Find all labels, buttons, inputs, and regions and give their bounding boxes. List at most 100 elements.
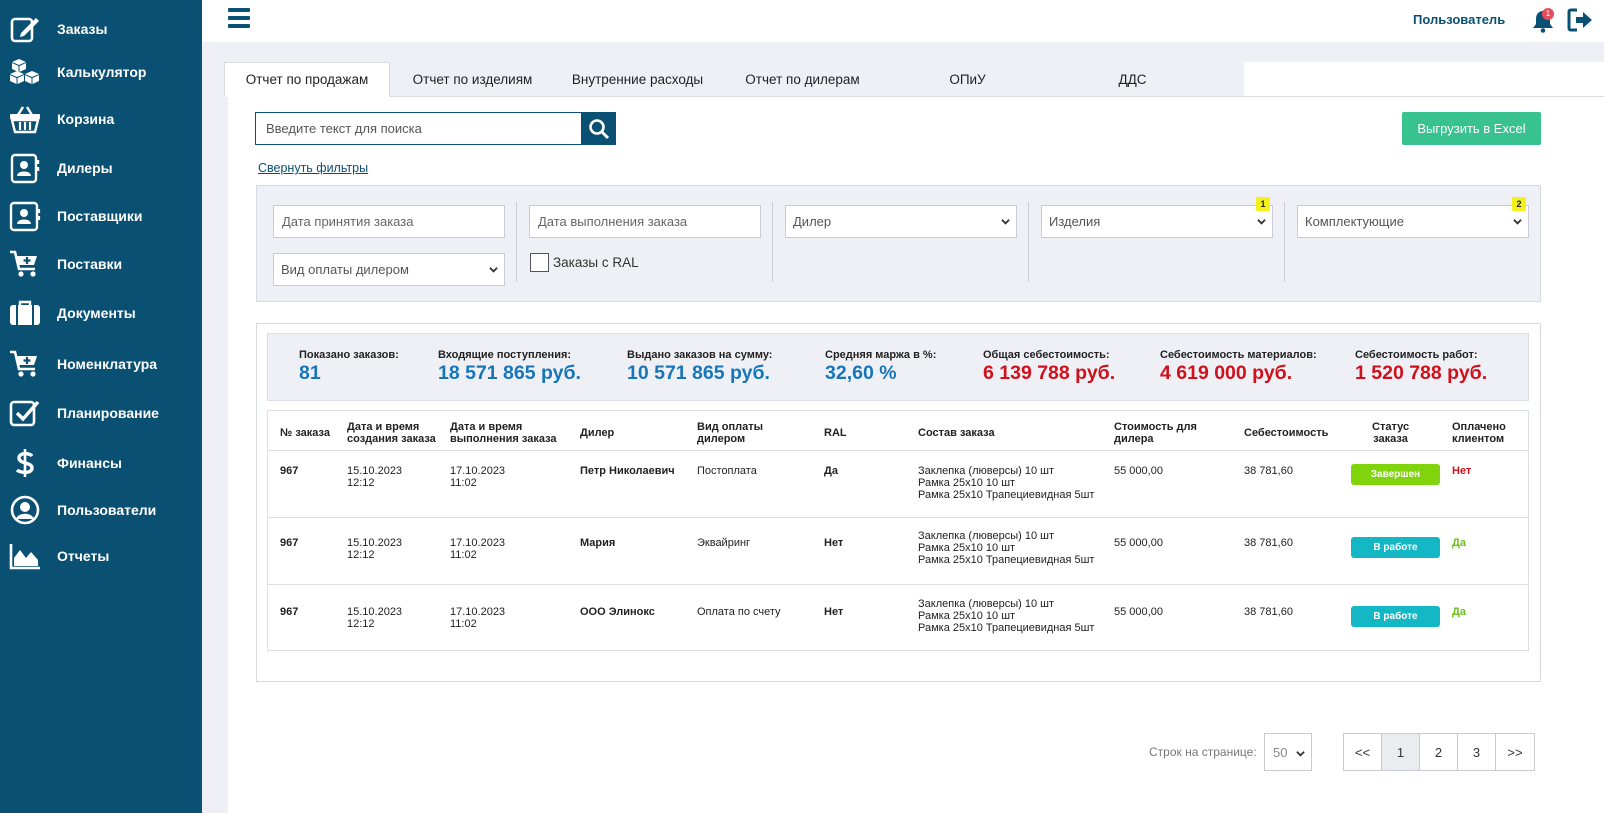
sidebar-item-label: Отчеты [57, 548, 110, 564]
tab-cash-flow[interactable]: ДДС [1118, 72, 1147, 87]
order-composition: Заклепка (люверсы) 10 шт Рамка 25х10 10 ш… [918, 598, 1095, 634]
sidebar-item-planning[interactable]: Планирование [0, 393, 202, 433]
stat-title: Входящие поступления: [438, 349, 572, 361]
column-header: RAL [824, 427, 847, 439]
cost-value: 38 781,60 [1244, 465, 1293, 477]
sidebar-item-finance[interactable]: Финансы [0, 443, 202, 483]
rows-per-page-label: Строк на странице: [1149, 745, 1257, 759]
ral-orders-checkbox[interactable] [530, 253, 549, 272]
tab-pnl[interactable]: ОПиУ [949, 72, 986, 87]
cart-plus-icon [8, 347, 42, 381]
report-tabs: Отчет по продажам Отчет по изделиям Внут… [224, 62, 1604, 97]
logout-icon[interactable] [1566, 6, 1594, 34]
tab-internal-expenses[interactable]: Внутренние расходы [571, 72, 704, 87]
sidebar-item-deliveries[interactable]: Поставки [0, 244, 202, 284]
stat-value: 32,60 % [825, 362, 897, 384]
sidebar-item-label: Корзина [57, 111, 115, 127]
sidebar-item-label: Номенклатура [57, 356, 158, 372]
stat-title: Показано заказов: [299, 349, 399, 361]
area-chart-icon [8, 539, 42, 573]
products-filter-badge: 1 [1256, 197, 1270, 211]
sidebar-item-label: Пользователи [57, 502, 157, 518]
main-panel: Отчет по продажам Отчет по изделиям Внут… [224, 62, 1604, 813]
chevron-down-icon [1001, 219, 1010, 225]
components-select[interactable]: Комплектующие [1297, 205, 1529, 238]
ral-value: Нет [824, 537, 844, 549]
edit-icon [8, 12, 42, 46]
dealer-price: 55 000,00 [1114, 465, 1163, 477]
report-block: Показано заказов: 81 Входящие поступлени… [256, 323, 1541, 682]
sidebar-item-orders[interactable]: Заказы [0, 9, 202, 49]
page-2-button[interactable]: 2 [1420, 734, 1458, 770]
page-last-button[interactable]: >> [1496, 734, 1534, 770]
order-number: 967 [280, 537, 299, 549]
products-select[interactable]: Изделия [1041, 205, 1273, 238]
tab-products-report[interactable]: Отчет по изделиям [412, 72, 533, 87]
tab-dealers-report[interactable]: Отчет по дилерам [745, 72, 860, 87]
order-composition: Заклепка (люверсы) 10 шт Рамка 25х10 10 ш… [918, 530, 1095, 566]
search-icon [588, 118, 609, 139]
id-card-icon [8, 199, 42, 233]
dealer-select[interactable]: Дилер [785, 205, 1017, 238]
stat-title: Себестоимость материалов: [1160, 349, 1317, 361]
status-badge[interactable]: Завершен [1351, 464, 1440, 485]
tab-sales-report[interactable]: Отчет по продажам [224, 62, 390, 97]
order-date-input[interactable]: Дата принятия заказа [273, 205, 505, 238]
payment-type: Эквайринг [697, 537, 751, 549]
orders-table: № заказа Дата и время создания заказа Дат… [267, 410, 1529, 651]
dealer-select-label: Дилер [793, 214, 832, 229]
column-header: № заказа [280, 427, 330, 439]
column-header: Оплачено клиентом [1452, 421, 1506, 445]
order-number: 967 [280, 606, 299, 618]
rows-per-page-select[interactable]: 50 [1264, 733, 1312, 771]
created-datetime: 15.10.2023 12:12 [347, 465, 403, 489]
sidebar-item-reports[interactable]: Отчеты [0, 536, 202, 576]
summary-stats: Показано заказов: 81 Входящие поступлени… [267, 333, 1529, 401]
sidebar-item-nomenclature[interactable]: Номенклатура [0, 344, 202, 384]
page-3-button[interactable]: 3 [1458, 734, 1496, 770]
search-button[interactable] [581, 112, 616, 145]
column-header: Вид оплаты дилером [697, 421, 763, 445]
components-filter-badge: 2 [1512, 197, 1526, 211]
export-excel-button[interactable]: Выгрузить в Excel [1402, 112, 1541, 145]
column-header: Стоимость для дилера [1114, 421, 1197, 445]
page-first-button[interactable]: << [1344, 734, 1382, 770]
paid-value: Нет [1452, 465, 1472, 477]
chevron-down-icon [489, 267, 498, 273]
paid-value: Да [1452, 537, 1466, 549]
sidebar-item-suppliers[interactable]: Поставщики [0, 196, 202, 236]
stat-value: 10 571 865 руб. [627, 362, 770, 384]
created-datetime: 15.10.2023 12:12 [347, 606, 403, 630]
dealer-price: 55 000,00 [1114, 537, 1163, 549]
stat-value: 6 139 788 руб. [983, 362, 1116, 384]
checkbox-icon [8, 396, 42, 430]
collapse-filters-link[interactable]: Свернуть фильтры [258, 161, 369, 175]
status-badge[interactable]: В работе [1351, 537, 1440, 558]
stat-value: 18 571 865 руб. [438, 362, 581, 384]
page-1-button[interactable]: 1 [1382, 734, 1420, 770]
column-header: Статус заказа [1372, 421, 1410, 445]
payment-type-select[interactable]: Вид оплаты дилером [273, 253, 505, 286]
sidebar-item-basket[interactable]: Корзина [0, 99, 202, 139]
user-menu-link[interactable]: Пользователь [1413, 12, 1506, 27]
sidebar-item-users[interactable]: Пользователи [0, 490, 202, 530]
stat-title: Себестоимость работ: [1355, 349, 1478, 361]
dollar-icon [8, 446, 42, 480]
products-select-label: Изделия [1049, 214, 1101, 229]
rows-per-page-value: 50 [1273, 744, 1288, 760]
ral-orders-label: Заказы с RAL [553, 255, 639, 270]
dealer-name: Петр Николаевич [580, 465, 675, 477]
status-badge[interactable]: В работе [1351, 606, 1440, 627]
sidebar-item-calculator[interactable]: Калькулятор [0, 52, 202, 92]
completion-date-input[interactable]: Дата выполнения заказа [529, 205, 761, 238]
stat-value: 4 619 000 руб. [1160, 362, 1293, 384]
menu-toggle-icon[interactable] [228, 8, 250, 30]
sidebar-item-label: Заказы [57, 21, 108, 37]
ral-value: Нет [824, 606, 844, 618]
column-header: Состав заказа [918, 427, 995, 439]
sidebar-item-dealers[interactable]: Дилеры [0, 148, 202, 188]
search-input[interactable] [255, 112, 581, 145]
stat-work-cost: Себестоимость работ: 1 520 788 руб. [1355, 349, 1487, 385]
notification-count-badge: 1 [1542, 8, 1554, 20]
sidebar-item-documents[interactable]: Документы [0, 293, 202, 333]
